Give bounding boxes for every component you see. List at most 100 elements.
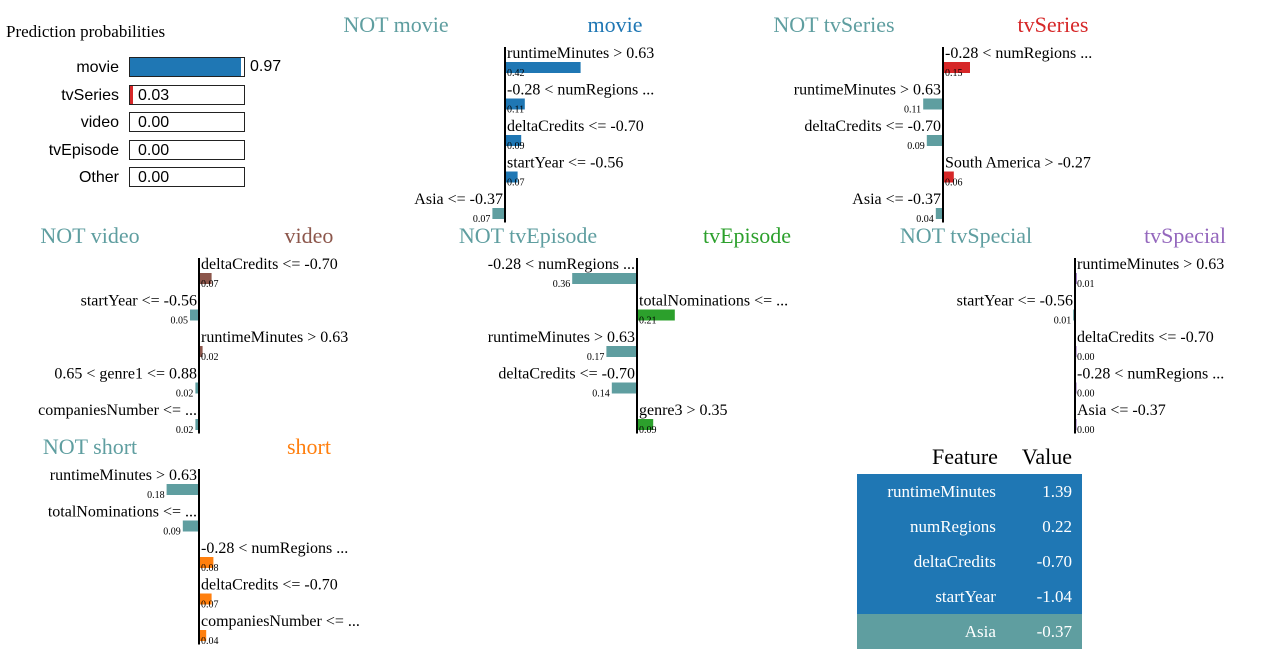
probability-row: tvEpisode 0.00 xyxy=(0,140,300,162)
probability-bar-fill xyxy=(130,86,133,104)
explanation-chart: NOT tvSeries tvSeries -0.28 < numRegions .… xyxy=(773,12,1092,225)
positive-class-title: movie xyxy=(588,12,643,37)
feature-value: -1.04 xyxy=(1036,586,1072,606)
contribution-value-label: 0.18 xyxy=(147,490,165,501)
feature-condition-label: Asia <= -0.37 xyxy=(414,191,503,208)
feature-row: deltaCredits -0.70 xyxy=(857,544,1082,579)
value-header: Value xyxy=(1005,440,1082,474)
contribution-value-label: 0.04 xyxy=(201,636,219,647)
contribution-value-label: 0.02 xyxy=(201,352,219,363)
contribution-value-label: 0.07 xyxy=(507,178,525,189)
contribution-bar xyxy=(943,62,970,73)
feature-condition-label: startYear <= -0.56 xyxy=(507,155,623,172)
negative-class-title: NOT movie xyxy=(343,12,448,37)
feature-condition-label: startYear <= -0.56 xyxy=(957,293,1073,310)
contribution-value-label: 0.09 xyxy=(507,141,525,152)
probability-bar-box xyxy=(129,85,245,105)
probability-value: 0.97 xyxy=(250,58,282,75)
contribution-value-label: 0.06 xyxy=(945,178,963,189)
contribution-value-label: 0.01 xyxy=(1077,279,1095,290)
feature-condition-label: companiesNumber <= ... xyxy=(201,613,360,630)
explanation-chart: NOT video video deltaCredits <= -0.70 0.07 s… xyxy=(38,223,348,436)
probability-label: tvSeries xyxy=(61,87,119,104)
contribution-value-label: 0.01 xyxy=(1054,316,1072,327)
feature-condition-label: deltaCredits <= -0.70 xyxy=(507,118,644,135)
feature-condition-label: totalNominations <= ... xyxy=(48,504,197,521)
probability-value: 0.00 xyxy=(138,169,170,186)
contribution-value-label: 0.00 xyxy=(1077,389,1095,400)
feature-row: Asia -0.37 xyxy=(857,614,1082,649)
feature-name: startYear xyxy=(935,586,996,606)
contribution-value-label: 0.07 xyxy=(473,214,491,225)
feature-condition-label: -0.28 < numRegions ... xyxy=(201,540,348,557)
probability-bar-fill xyxy=(130,58,241,76)
contribution-value-label: 0.42 xyxy=(507,68,525,79)
feature-condition-label: runtimeMinutes > 0.63 xyxy=(50,467,197,484)
contribution-value-label: 0.11 xyxy=(904,105,921,116)
probability-value: 0.00 xyxy=(138,114,170,131)
contribution-bar xyxy=(923,98,943,110)
feature-name: deltaCredits xyxy=(913,551,996,571)
contribution-bar xyxy=(199,557,214,568)
contribution-bar xyxy=(195,419,199,430)
contribution-bar xyxy=(926,135,943,146)
contribution-bar xyxy=(505,135,522,146)
negative-class-title: NOT tvEpisode xyxy=(459,223,597,248)
contribution-bar xyxy=(505,171,518,183)
positive-class-title: tvEpisode xyxy=(703,223,791,248)
feature-value: 0.22 xyxy=(1042,516,1072,536)
contribution-value-label: 0.02 xyxy=(176,389,194,400)
feature-condition-label: deltaCredits <= -0.70 xyxy=(201,256,338,273)
feature-value-table: Feature Value runtimeMinutes 1.39 numRegio… xyxy=(857,440,1082,649)
contribution-value-label: 0.09 xyxy=(639,425,657,436)
negative-class-title: NOT tvSeries xyxy=(773,12,894,37)
contribution-bar xyxy=(606,346,637,357)
feature-header: Feature xyxy=(857,440,1006,474)
probability-value: 0.00 xyxy=(138,142,170,159)
contribution-value-label: 0.07 xyxy=(201,600,219,611)
contribution-value-label: 0.04 xyxy=(916,214,934,225)
probability-label: Other xyxy=(78,169,119,186)
explanation-chart: NOT tvEpisode tvEpisode -0.28 < numRegions… xyxy=(459,223,791,436)
contribution-bar xyxy=(637,309,675,321)
feature-value: -0.37 xyxy=(1036,621,1072,641)
feature-condition-label: runtimeMinutes > 0.63 xyxy=(507,45,654,62)
probability-bar-box xyxy=(129,167,245,187)
explanation-chart: NOT short short runtimeMinutes > 0.63 0.18 t… xyxy=(43,434,360,647)
probability-label: video xyxy=(80,114,119,131)
feature-condition-label: genre3 > 0.35 xyxy=(639,402,728,419)
contribution-value-label: 0.17 xyxy=(587,352,605,363)
contribution-bar xyxy=(935,208,943,219)
contribution-value-label: 0.14 xyxy=(592,389,610,400)
probability-bar-box xyxy=(129,57,245,77)
probability-label: tvEpisode xyxy=(48,142,119,159)
probability-row: tvSeries 0.03 xyxy=(0,85,300,107)
feature-condition-label: deltaCredits <= -0.70 xyxy=(804,118,941,135)
feature-condition-label: -0.28 < numRegions ... xyxy=(1077,366,1224,383)
feature-condition-label: totalNominations <= ... xyxy=(639,293,788,310)
contribution-value-label: 0.07 xyxy=(201,279,219,290)
negative-class-title: NOT short xyxy=(43,434,137,459)
contribution-value-label: 0.09 xyxy=(907,141,925,152)
feature-condition-label: runtimeMinutes > 0.63 xyxy=(201,329,348,346)
contribution-bar xyxy=(492,208,505,219)
positive-class-title: short xyxy=(287,434,331,459)
feature-condition-label: -0.28 < numRegions ... xyxy=(945,45,1092,62)
feature-condition-label: deltaCredits <= -0.70 xyxy=(1077,329,1214,346)
positive-class-title: tvSeries xyxy=(1018,12,1089,37)
probability-value: 0.03 xyxy=(138,87,170,104)
contribution-bar xyxy=(195,382,199,394)
contribution-value-label: 0.36 xyxy=(553,279,571,290)
contribution-bar xyxy=(637,419,654,430)
probability-bar-box xyxy=(129,140,245,160)
contribution-value-label: 0.09 xyxy=(163,527,181,538)
positive-class-title: video xyxy=(285,223,334,248)
feature-condition-label: deltaCredits <= -0.70 xyxy=(498,366,635,383)
contribution-value-label: 0.15 xyxy=(945,68,963,79)
probability-row: Other 0.00 xyxy=(0,167,300,189)
feature-name: Asia xyxy=(964,621,996,641)
feature-condition-label: deltaCredits <= -0.70 xyxy=(201,577,338,594)
contribution-value-label: 0.00 xyxy=(1077,352,1095,363)
contribution-value-label: 0.11 xyxy=(507,105,524,116)
